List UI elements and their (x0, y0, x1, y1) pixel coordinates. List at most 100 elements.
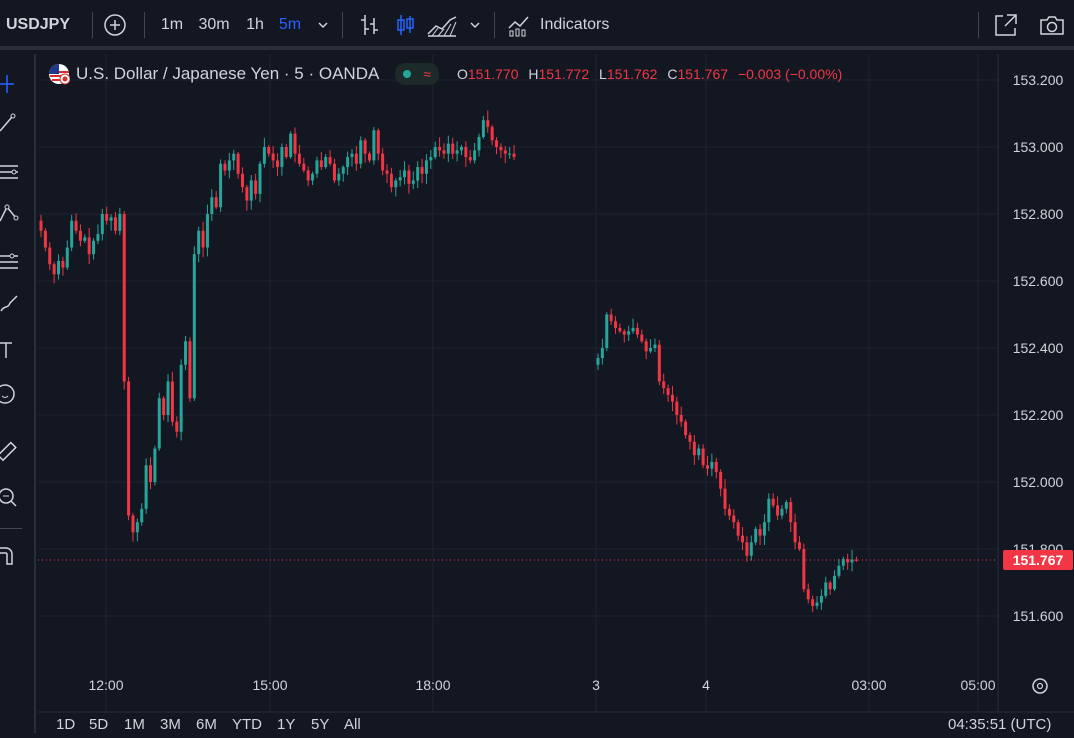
high-value: 151.772 (538, 66, 590, 82)
candle-body (188, 341, 192, 399)
range-1d-button[interactable]: 1D (56, 716, 76, 733)
candle-body (100, 214, 104, 235)
candle-body (828, 582, 832, 590)
candle-body (438, 147, 442, 151)
ruler-tool[interactable] (0, 438, 20, 464)
last-price-value: 151.767 (1013, 552, 1064, 568)
candle-body (170, 381, 174, 422)
candle-body (135, 522, 139, 533)
candle-body (420, 167, 424, 174)
toolbar-divider (494, 12, 495, 38)
chart-pane[interactable]: 153.200 153.000 152.800 152.600 152.400 152.2… (38, 54, 1074, 733)
candle-body (811, 599, 815, 606)
candles-chart-type-button[interactable] (390, 0, 420, 50)
candle-body (486, 120, 490, 127)
candle-body (289, 133, 293, 158)
bar-chart-type-button[interactable] (354, 0, 384, 50)
candle-body (280, 147, 284, 168)
toolbar-divider (342, 12, 343, 38)
interval-30m-button[interactable]: 30m (194, 0, 234, 50)
range-5y-button[interactable]: 5Y (311, 716, 330, 733)
crosshair-tool[interactable] (0, 71, 20, 97)
candles-icon (397, 15, 414, 35)
chevron-down-icon (318, 22, 328, 29)
compare-symbol-button[interactable] (100, 0, 130, 50)
price-tick-label: 152.400 (1013, 340, 1064, 356)
candle-body (166, 381, 170, 415)
interval-5m-button[interactable]: 5m (274, 0, 306, 50)
fib-tool[interactable] (0, 159, 20, 185)
candle-body (784, 502, 788, 509)
candle-body (118, 214, 122, 231)
indicators-button[interactable]: Indicators (506, 0, 626, 50)
open-external-icon (995, 14, 1017, 36)
trendline-tool[interactable] (0, 111, 20, 137)
area-chart-type-button[interactable] (424, 0, 460, 50)
market-status[interactable]: ≈ (395, 63, 439, 85)
low-value: 151.762 (606, 66, 658, 82)
fullscreen-button[interactable] (990, 0, 1022, 50)
candle-body (433, 147, 437, 158)
interval-1m-button[interactable]: 1m (156, 0, 188, 50)
candle-body (78, 230, 82, 241)
interval-dropdown-button[interactable] (310, 0, 336, 50)
candle-body (824, 582, 828, 596)
range-5d-button[interactable]: 5D (89, 716, 109, 733)
candle-body (854, 559, 858, 561)
candle-body (776, 505, 780, 516)
candle-body (789, 502, 793, 523)
candle-body (710, 461, 714, 469)
candle-body (455, 150, 459, 154)
candle-body (631, 327, 635, 332)
zoom-tool[interactable] (0, 485, 20, 511)
text-tool[interactable] (0, 337, 20, 363)
brush-tool[interactable] (0, 291, 20, 317)
candle-body (179, 364, 183, 432)
emoji-tool[interactable] (0, 381, 20, 407)
us-flag-icon (49, 64, 70, 85)
candle-body (477, 136, 481, 151)
candle-body (723, 488, 727, 509)
interval-1h-button[interactable]: 1h (240, 0, 270, 50)
crosshair-icon (0, 75, 14, 93)
forecast-tool[interactable] (0, 249, 20, 275)
candle-body (197, 230, 201, 255)
price-chart[interactable]: 153.200 153.000 152.800 152.600 152.400 152.2… (38, 54, 1074, 733)
price-axis[interactable]: 153.200 153.000 152.800 152.600 152.400 152.2… (1013, 72, 1064, 624)
range-1y-button[interactable]: 1Y (277, 716, 296, 733)
candle-body (254, 180, 258, 194)
candle-body (219, 163, 223, 208)
magnet-tool[interactable] (0, 542, 20, 568)
text-icon (0, 342, 12, 358)
time-axis[interactable]: 12:00 15:00 18:00 3 4 03:00 05:00 (88, 677, 995, 693)
utc-clock[interactable]: 04:35:51 (UTC) (948, 716, 1052, 733)
close-label: C (667, 66, 678, 82)
range-6m-button[interactable]: 6M (196, 716, 217, 733)
symbol-title[interactable]: U.S. Dollar / Japanese Yen · 5 · OANDA (76, 64, 380, 83)
candle-body (232, 153, 236, 161)
candle-body (688, 435, 692, 442)
symbol-search-button[interactable]: USDJPY (0, 0, 98, 50)
interval-label: 30m (198, 16, 230, 33)
price-tick-label: 152.000 (1013, 474, 1064, 490)
pattern-tool[interactable] (0, 201, 20, 227)
candle-body (490, 126, 494, 141)
candle-body (701, 448, 705, 466)
ohlc-values: O151.770 H151.772 L151.762 C151.767 −0.0… (457, 66, 848, 82)
candle-body (92, 240, 96, 255)
candle-body (727, 508, 731, 516)
range-all-button[interactable]: All (344, 716, 361, 733)
axis-settings-button[interactable] (1032, 678, 1048, 694)
candle-body (359, 140, 363, 164)
snapshot-button[interactable] (1036, 0, 1068, 50)
high-label: H (528, 66, 539, 82)
candle-body (503, 150, 507, 154)
candle-body (87, 237, 91, 255)
range-1m-button[interactable]: 1M (124, 716, 145, 733)
chart-type-dropdown-button[interactable] (464, 0, 486, 50)
candle-body (271, 153, 275, 161)
candle-body (806, 589, 810, 600)
range-3m-button[interactable]: 3M (160, 716, 181, 733)
interval-label: 1m (160, 16, 184, 33)
range-ytd-button[interactable]: YTD (232, 716, 262, 733)
